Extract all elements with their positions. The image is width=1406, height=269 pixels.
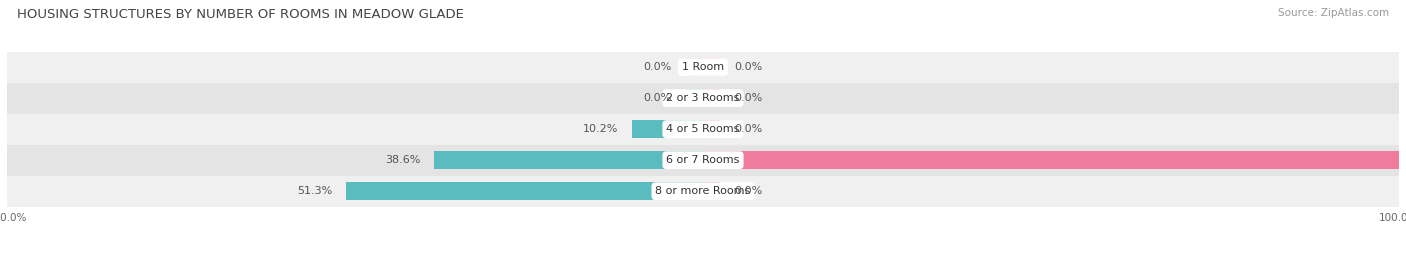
Text: 4 or 5 Rooms: 4 or 5 Rooms (666, 124, 740, 134)
Bar (633, 120, 703, 138)
Bar (686, 182, 703, 200)
Text: Source: ZipAtlas.com: Source: ZipAtlas.com (1278, 8, 1389, 18)
Text: 0.0%: 0.0% (734, 186, 762, 196)
Bar (7, 52, 1399, 83)
Text: 0.0%: 0.0% (734, 124, 762, 134)
Text: 0.0%: 0.0% (644, 62, 672, 72)
Bar (7, 145, 1399, 176)
Bar (346, 182, 703, 200)
Bar (703, 151, 720, 169)
Bar (703, 89, 720, 107)
Text: 8 or more Rooms: 8 or more Rooms (655, 186, 751, 196)
Text: 0.0%: 0.0% (734, 93, 762, 103)
Bar (703, 182, 720, 200)
Text: HOUSING STRUCTURES BY NUMBER OF ROOMS IN MEADOW GLADE: HOUSING STRUCTURES BY NUMBER OF ROOMS IN… (17, 8, 464, 21)
Bar (7, 176, 1399, 207)
Text: 0.0%: 0.0% (644, 93, 672, 103)
Bar (7, 83, 1399, 114)
Bar (7, 114, 1399, 145)
Bar (686, 120, 703, 138)
Bar (434, 151, 703, 169)
Bar (686, 58, 703, 76)
Bar (686, 89, 703, 107)
Text: 38.6%: 38.6% (385, 155, 420, 165)
Text: 0.0%: 0.0% (734, 62, 762, 72)
Bar (703, 120, 720, 138)
Text: 51.3%: 51.3% (297, 186, 332, 196)
Text: 1 Room: 1 Room (682, 62, 724, 72)
Bar (686, 151, 703, 169)
Text: 2 or 3 Rooms: 2 or 3 Rooms (666, 93, 740, 103)
Bar (703, 151, 1399, 169)
Text: 10.2%: 10.2% (582, 124, 619, 134)
Text: 6 or 7 Rooms: 6 or 7 Rooms (666, 155, 740, 165)
Bar (703, 58, 720, 76)
